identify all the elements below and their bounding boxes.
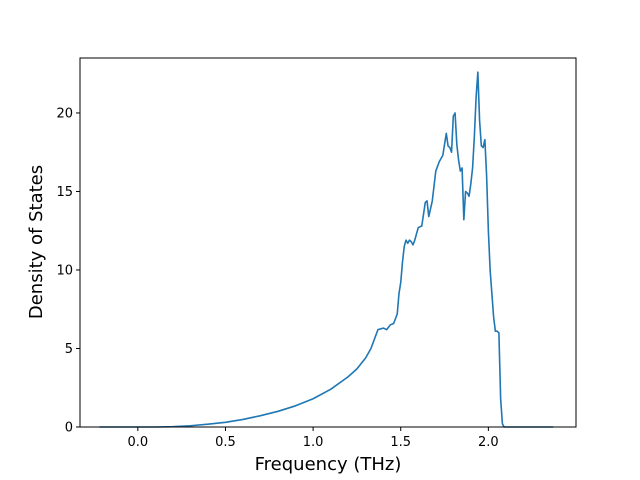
x-tick-label: 1.5 <box>390 435 411 450</box>
x-axis-ticks: 0.0 0.5 1.0 1.5 2.0 <box>127 427 499 450</box>
y-tick-label: 20 <box>56 106 73 121</box>
x-tick-label: 0.0 <box>127 435 148 450</box>
x-tick-label: 2.0 <box>478 435 499 450</box>
x-axis-label: Frequency (THz) <box>255 454 402 475</box>
plot-frame <box>79 57 577 428</box>
plot-content <box>99 71 554 428</box>
x-tick-label: 0.5 <box>215 435 236 450</box>
x-tick-label: 1.0 <box>303 435 324 450</box>
y-tick-label: 10 <box>56 263 73 278</box>
y-tick-label: 5 <box>65 342 73 357</box>
plot-area <box>80 58 576 427</box>
dos-series-line-0 <box>99 71 554 428</box>
y-axis-label: Density of States <box>26 165 47 319</box>
y-tick-label: 15 <box>56 185 73 200</box>
y-axis-ticks: 0 5 10 15 20 <box>56 106 80 436</box>
y-tick-label: 0 <box>65 421 73 436</box>
